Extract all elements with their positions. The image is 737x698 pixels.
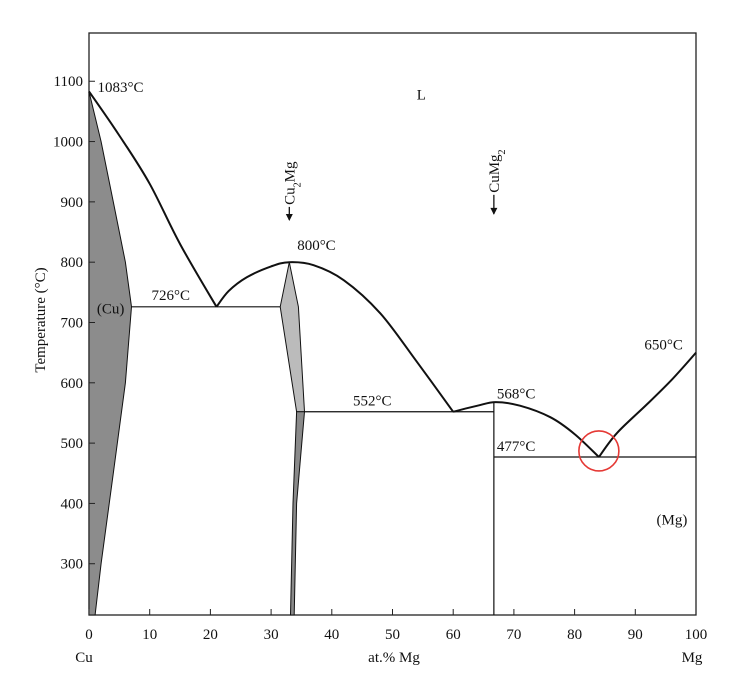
cumg2-formula-subscript: 2 bbox=[496, 149, 507, 154]
eutectic-726-label: 726°C bbox=[152, 288, 191, 304]
x-tick-label: 80 bbox=[567, 627, 582, 643]
cu2mg-upper-region bbox=[279, 262, 306, 413]
cumg2-max-label: 568°C bbox=[497, 387, 536, 403]
x-tick-label: 100 bbox=[685, 627, 708, 643]
eutectic-552-label: 552°C bbox=[353, 394, 392, 410]
liquidus-mg-side-curve bbox=[598, 351, 697, 458]
mg-phase-label: (Mg) bbox=[657, 513, 688, 529]
x-tick-label: 60 bbox=[446, 627, 461, 643]
y-tick-label: 800 bbox=[61, 255, 84, 271]
liquidus-cu2mg-dome-curve bbox=[215, 261, 455, 413]
x-axis-right-end-label: Mg bbox=[682, 650, 703, 666]
y-tick-label: 400 bbox=[61, 496, 84, 512]
liquidus-cu-side-curve bbox=[88, 90, 218, 308]
x-tick-label: 40 bbox=[324, 627, 339, 643]
isotherm-lines bbox=[131, 306, 696, 615]
cu2mg-label: Cu2Mg bbox=[282, 161, 303, 205]
y-tick-label: 1000 bbox=[53, 135, 83, 151]
axis-ticks: 0 10 20 30 40 50 60 70 80 90 100 300 400 500 600 700 800… bbox=[53, 74, 707, 643]
annotations: 1083°C (Cu) 726°C 800°C 552°C 568°C 477°C 650°C… bbox=[97, 80, 687, 528]
liquid-label: L bbox=[417, 87, 426, 103]
cu-solid-solution-region bbox=[88, 91, 133, 616]
compound-markers: Cu2Mg CuMg2 bbox=[282, 149, 507, 221]
x-axis-title: at.% Mg bbox=[368, 650, 420, 666]
cu-melting-label: 1083°C bbox=[98, 80, 144, 96]
plot-frame bbox=[88, 32, 697, 616]
x-axis-left-end-label: Cu bbox=[75, 650, 93, 666]
y-tick-label: 500 bbox=[61, 436, 84, 452]
x-tick-label: 20 bbox=[203, 627, 218, 643]
cu-phase-label: (Cu) bbox=[97, 301, 125, 317]
cumg2-formula: CuMg2 bbox=[487, 149, 508, 192]
x-tick-label: 90 bbox=[628, 627, 643, 643]
cu2mg-formula-base: Cu bbox=[282, 187, 298, 205]
liquidus-curves bbox=[88, 90, 697, 458]
x-tick-label: 30 bbox=[264, 627, 279, 643]
x-tick-label: 70 bbox=[506, 627, 521, 643]
cumg2-formula-base: CuMg bbox=[487, 154, 503, 193]
mg-melting-label: 650°C bbox=[644, 338, 683, 354]
cu2mg-formula-tail: Mg bbox=[282, 161, 298, 182]
x-tick-label: 10 bbox=[142, 627, 157, 643]
cu2mg-formula: Cu2Mg bbox=[282, 161, 303, 205]
y-axis-title: Temperature (°C) bbox=[33, 267, 49, 372]
y-tick-label: 900 bbox=[61, 195, 84, 211]
y-tick-label: 700 bbox=[61, 315, 84, 331]
x-tick-label: 50 bbox=[385, 627, 400, 643]
eutectic-highlight-circle bbox=[578, 430, 620, 472]
highlight-layer bbox=[578, 430, 620, 472]
cumg2-label: CuMg2 bbox=[487, 149, 508, 192]
y-tick-label: 300 bbox=[61, 557, 84, 573]
cu2mg-max-label: 800°C bbox=[297, 238, 336, 254]
y-tick-label: 600 bbox=[61, 376, 84, 392]
eutectic-477-label: 477°C bbox=[497, 439, 536, 455]
x-tick-label: 0 bbox=[85, 627, 93, 643]
liquidus-cumg2-dome-curve bbox=[452, 401, 600, 458]
cu2mg-formula-subscript: 2 bbox=[292, 182, 303, 187]
cumg2-arrow-head bbox=[490, 207, 498, 215]
y-tick-label: 1100 bbox=[54, 74, 83, 90]
cu2mg-arrow-head bbox=[285, 213, 293, 221]
